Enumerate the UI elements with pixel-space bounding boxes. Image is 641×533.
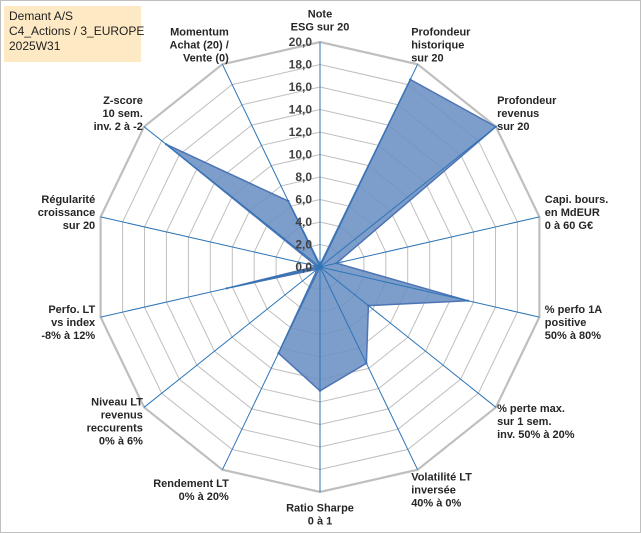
axis-label: Volatilité LT inversée 40% à 0%	[411, 472, 472, 510]
axis-label-line: % perfo 1A	[545, 304, 603, 316]
axis-label: % perfo 1A positive 50% à 80%	[545, 304, 603, 342]
axis-label: Note ESG sur 20	[291, 9, 350, 34]
axis-label-line: 0 à 1	[308, 516, 332, 528]
axis-label-line: croissance	[38, 207, 95, 219]
axis-label-line: inv. 50% à 20%	[497, 429, 575, 441]
radar-category-labels: Note ESG sur 20 Profondeur historique sur 20…	[38, 9, 609, 528]
axis-label-line: Note	[308, 9, 332, 21]
axis-label-line: 40% à 0%	[411, 498, 461, 510]
axis-spoke	[100, 216, 321, 268]
tick-label: 16,0	[289, 80, 313, 94]
axis-label-line: Profondeur	[411, 27, 471, 39]
tick-label: 12,0	[289, 125, 313, 139]
axis-spoke	[319, 126, 497, 268]
axis-spoke	[319, 64, 419, 268]
axis-label-line: revenus	[497, 108, 539, 120]
tick-label: 20,0	[289, 35, 313, 49]
tick-label: 0,0	[295, 260, 312, 274]
axis-label: Ratio Sharpe 0 à 1	[286, 503, 354, 528]
axis-spoke	[221, 266, 321, 470]
axis-label: Rendement LT 0% à 20%	[153, 478, 229, 503]
axis-spoke	[100, 266, 321, 318]
portfolio-label: C4_Actions / 3_EUROPE	[9, 24, 145, 38]
tick-label: 18,0	[289, 58, 313, 72]
radar-spokes	[100, 42, 540, 492]
tick-label: 8,0	[295, 170, 312, 184]
tick-label: 4,0	[295, 215, 312, 229]
tick-label: 10,0	[289, 148, 313, 162]
axis-label-line: Ratio Sharpe	[286, 503, 354, 515]
axis-label-line: historique	[411, 40, 464, 52]
axis-spoke	[319, 266, 497, 408]
axis-label-line: Z-score	[103, 95, 143, 107]
radar-tick-labels: 0,0 2,0 4,0 6,0 8,0 10,0 12,0 14,0 16,0 18,0 20,0	[289, 35, 313, 274]
tick-label: 2,0	[295, 238, 312, 252]
axis-label-line: vs index	[51, 317, 96, 329]
axis-label-line: Rendement LT	[153, 478, 229, 490]
axis-label-line: 0% à 6%	[99, 436, 143, 448]
axis-spoke	[143, 266, 321, 408]
axis-spoke	[319, 266, 419, 470]
axis-label-line: Niveau LT	[91, 397, 143, 409]
axis-label-line: 0% à 20%	[179, 491, 229, 503]
tick-label: 14,0	[289, 103, 313, 117]
axis-label-line: Achat (20) /	[170, 40, 229, 52]
axis-label: Z-score 10 sem. inv. 2 à -2	[94, 95, 143, 133]
axis-label-line: Capi. bours.	[545, 194, 609, 206]
axis-label-line: -8% à 12%	[41, 330, 95, 342]
axis-label-line: % perte max.	[497, 403, 565, 415]
axis-label-line: 10 sem.	[103, 108, 143, 120]
axis-label: Profondeur revenus sur 20	[497, 95, 557, 133]
axis-label-line: Profondeur	[497, 95, 557, 107]
axis-label-line: inversée	[411, 485, 456, 497]
axis-label-line: revenus	[101, 410, 143, 422]
axis-label-line: Volatilité LT	[411, 472, 472, 484]
axis-label-line: sur 20	[63, 220, 95, 232]
company-name: Demant A/S	[9, 9, 74, 23]
axis-label-line: Régularité	[41, 194, 95, 206]
axis-spoke	[319, 216, 540, 268]
axis-label-line: sur 20	[411, 53, 443, 65]
axis-label-line: sur 1 sem.	[497, 416, 551, 428]
axis-label: Régularité croissance sur 20	[38, 194, 95, 232]
axis-spoke	[319, 266, 540, 318]
axis-label-line: positive	[545, 317, 587, 329]
axis-label-line: en MdEUR	[545, 207, 600, 219]
tick-label: 6,0	[295, 193, 312, 207]
axis-label: Niveau LT revenus reccurents 0% à 6%	[87, 397, 144, 448]
axis-spoke	[143, 126, 321, 268]
axis-label-line: Momentum	[170, 27, 229, 39]
axis-label: Momentum Achat (20) / Vente (0)	[170, 27, 230, 65]
axis-label: % perte max. sur 1 sem. inv. 50% à 20%	[497, 403, 575, 441]
axis-label-line: ESG sur 20	[291, 22, 350, 34]
axis-label-line: sur 20	[497, 121, 529, 133]
axis-label-line: 0 à 60 G€	[545, 220, 593, 232]
info-box: Demant A/S C4_Actions / 3_EUROPE 2025W31	[4, 6, 145, 62]
axis-label: Perfo. LT vs index -8% à 12%	[41, 304, 96, 342]
axis-label-line: Perfo. LT	[48, 304, 95, 316]
axis-spoke	[221, 64, 321, 268]
axis-label-line: 50% à 80%	[545, 330, 601, 342]
radar-series	[164, 78, 498, 392]
axis-label: Capi. bours. en MdEUR 0 à 60 G€	[545, 194, 609, 232]
axis-label-line: reccurents	[87, 423, 143, 435]
axis-label: Profondeur historique sur 20	[411, 27, 471, 65]
axis-label-line: inv. 2 à -2	[94, 121, 143, 133]
axis-label-line: Vente (0)	[183, 53, 229, 65]
week-label: 2025W31	[9, 39, 61, 53]
